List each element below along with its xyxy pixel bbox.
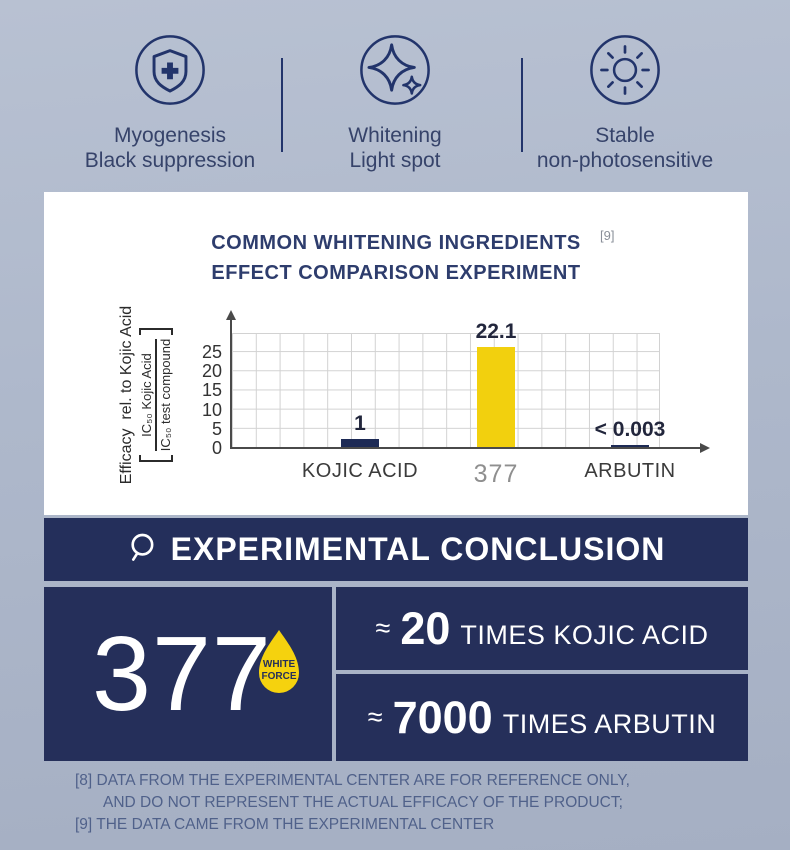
y-axis-line — [230, 320, 232, 448]
y-tick: 25 — [201, 342, 222, 362]
y-axis-arrow — [226, 310, 236, 320]
product-number: 377 — [92, 615, 272, 733]
y-tick: 10 — [201, 400, 222, 420]
comparison-suffix: TIMES KOJIC ACID — [460, 620, 709, 650]
y-tick: 0 — [211, 438, 222, 458]
y-tick: 20 — [201, 361, 222, 381]
feature-whitening: Whitening Light spot — [285, 28, 505, 173]
comparison-factor: 20 — [400, 603, 451, 654]
conclusion-banner-label: EXPERIMENTAL CONCLUSION — [170, 531, 666, 567]
bar-arbutin — [611, 445, 649, 448]
bar-group-377: 22.1 — [475, 320, 517, 448]
comparison-suffix: TIMES ARBUTIN — [502, 709, 717, 739]
feature-label-line1: Whitening — [348, 124, 442, 147]
fraction-numerator: IC₅₀ Kojic Acid — [138, 353, 154, 437]
bar-377 — [477, 347, 515, 448]
x-category-kojic-acid: KOJIC ACID — [301, 460, 419, 482]
comparison-kojic-acid: ≈ 20 TIMES KOJIC ACID — [336, 587, 748, 670]
feature-label: Stable non-photosensitive — [537, 123, 713, 173]
feature-label-line2: Light spot — [349, 149, 441, 172]
feature-row: Myogenesis Black suppression Whitening L… — [0, 28, 790, 178]
feature-label-line2: Black suppression — [84, 149, 256, 172]
feature-label-line2: non-photosensitive — [536, 149, 714, 172]
bar-group-kojic-acid: 1 — [341, 411, 379, 448]
y-tick: 15 — [201, 380, 222, 400]
fraction-denominator: IC₅₀ test compound — [154, 338, 173, 452]
bar-kojic-acid — [341, 438, 379, 448]
chart-title-line2: EFFECT COMPARISON EXPERIMENT — [211, 262, 581, 284]
y-tick: 5 — [211, 419, 222, 439]
sparkles-icon — [353, 28, 437, 117]
white-force-drop-badge: WHITE FORCE — [254, 629, 304, 701]
x-category-377: 377 — [473, 460, 519, 488]
y-axis-label: Efficacy rel. to Kojic Acid IC₅₀ Kojic A… — [108, 285, 182, 505]
approx-symbol: ≈ — [375, 613, 391, 643]
feature-stable: Stable non-photosensitive — [510, 28, 740, 173]
approx-symbol: ≈ — [367, 702, 383, 732]
feature-divider — [521, 58, 523, 152]
feature-label: Whitening Light spot — [348, 123, 441, 173]
drop-badge-line1: WHITE — [262, 659, 296, 670]
footnotes: [8] DATA FROM THE EXPERIMENTAL CENTER AR… — [75, 770, 630, 836]
footnote-9: [9] THE DATA CAME FROM THE EXPERIMENTAL … — [75, 816, 495, 833]
sun-icon — [583, 28, 667, 117]
x-axis-arrow — [700, 443, 710, 453]
chart-title: COMMON WHITENING INGREDIENTS EFFECT COMP… — [44, 228, 748, 288]
result-product-box: 377 WHITE FORCE — [44, 587, 332, 761]
feature-label: Myogenesis Black suppression — [85, 123, 255, 173]
comparison-factor: 7000 — [392, 692, 493, 743]
bar-group-arbutin: < 0.003 — [595, 418, 665, 448]
feature-label-line1: Myogenesis — [113, 124, 227, 147]
x-category-arbutin: ARBUTIN — [584, 460, 676, 482]
bracket-left — [138, 455, 173, 463]
experiment-card: COMMON WHITENING INGREDIENTS EFFECT COMP… — [44, 192, 748, 515]
x-axis-line — [230, 447, 700, 449]
bar-plot: 1 22.1 < 0.003 — [232, 320, 665, 448]
drop-icon — [259, 630, 299, 693]
bar-value-label: 1 — [354, 411, 366, 435]
feature-label-line1: Stable — [595, 124, 655, 147]
comparison-arbutin: ≈ 7000 TIMES ARBUTIN — [336, 674, 748, 761]
chart-title-line1: COMMON WHITENING INGREDIENTS — [211, 232, 581, 254]
bracket-right — [138, 327, 173, 335]
conclusion-banner: EXPERIMENTAL CONCLUSION — [44, 518, 748, 581]
y-axis-fraction: IC₅₀ Kojic Acid IC₅₀ test compound — [138, 327, 173, 463]
bar-value-label: 22.1 — [475, 320, 517, 344]
feature-myogenesis: Myogenesis Black suppression — [60, 28, 280, 173]
footnote-8-line1: [8] DATA FROM THE EXPERIMENTAL CENTER AR… — [75, 772, 630, 789]
magnifier-icon — [127, 531, 171, 568]
feature-divider — [281, 58, 283, 152]
title-footnote-ref: [9] — [600, 228, 615, 243]
y-axis-label-text: Efficacy rel. to Kojic Acid — [117, 305, 135, 485]
shield-plus-icon — [128, 28, 212, 117]
drop-badge-label: WHITE FORCE — [254, 659, 304, 683]
drop-badge-line2: FORCE — [261, 671, 297, 682]
bar-value-label: < 0.003 — [594, 418, 666, 441]
footnote-8-line2: AND DO NOT REPRESENT THE ACTUAL EFFICACY… — [103, 794, 623, 811]
